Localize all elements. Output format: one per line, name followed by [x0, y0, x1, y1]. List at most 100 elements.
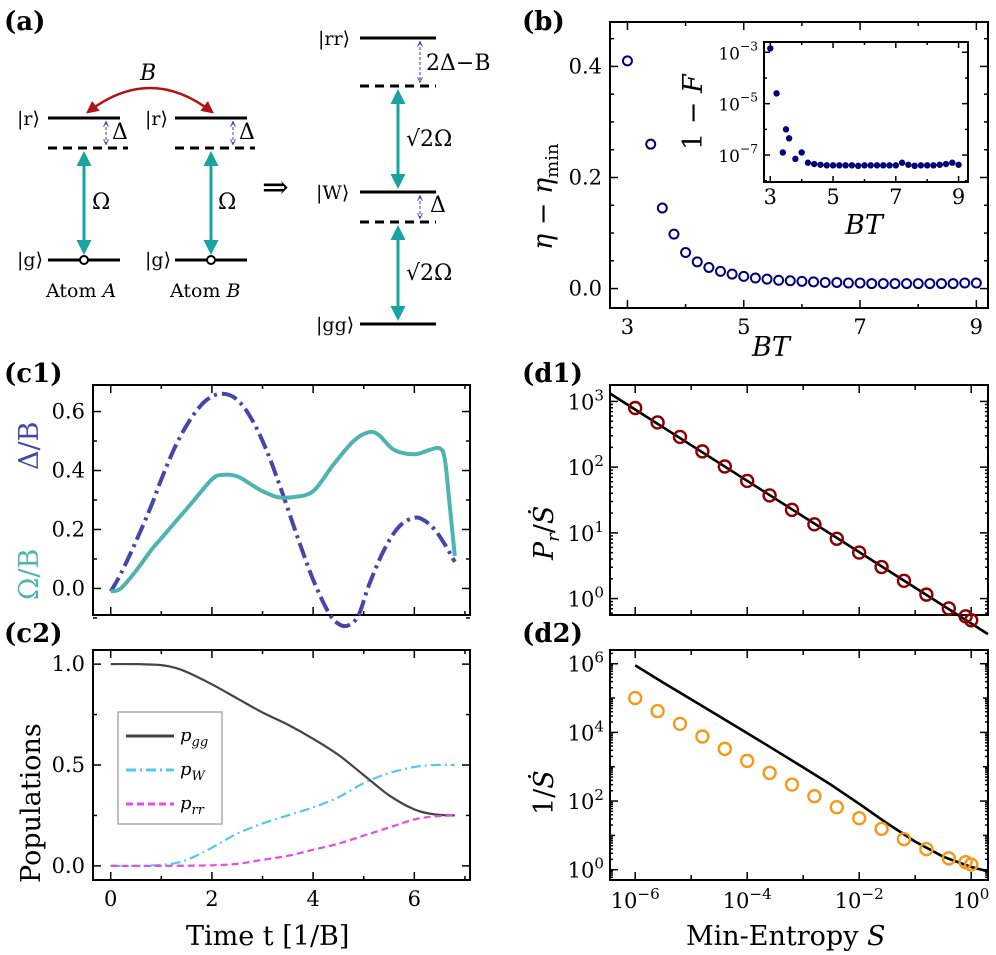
atom-a-ground-label: |g⟩ — [17, 249, 43, 271]
d1-data-point — [874, 559, 889, 575]
b-data-point — [726, 268, 738, 280]
d2-data-point — [941, 851, 956, 866]
d2-data-point — [896, 831, 912, 847]
d2-ytick-label: 100 — [568, 855, 604, 883]
panel-d2-frame — [609, 649, 989, 881]
d1-data-point — [740, 473, 755, 489]
w-state-label: |W⟩ — [316, 182, 349, 204]
b-data-point — [749, 272, 761, 284]
panel-label-d2: (d2) — [522, 619, 583, 649]
bi-data-point — [817, 161, 824, 168]
atom-b-detuning-label: Δ — [239, 120, 255, 145]
d2-xtick-label: 100 — [953, 885, 989, 913]
panel-b-inset-ticks: 3 5 7 9 10−7 10−5 10−3 — [718, 39, 968, 209]
legend-label-prr: prr — [180, 793, 205, 818]
bi-data-point — [829, 162, 837, 169]
panel-c1-frame — [92, 384, 471, 616]
d2-xtick-label: 10−4 — [723, 885, 772, 913]
panel-label-c1: (c1) — [4, 359, 63, 389]
d1-ytick-label: 102 — [568, 452, 604, 480]
d2-data-point — [672, 716, 688, 732]
b-data-point — [668, 228, 680, 240]
bi-data-point — [779, 149, 787, 156]
panel-label-b: (b) — [522, 7, 565, 37]
bi-data-point — [949, 159, 956, 166]
bi-xtick-label: 9 — [952, 185, 965, 209]
b-data-point — [947, 278, 959, 290]
panel-b-inset-marks — [767, 45, 962, 170]
b-data-point — [959, 277, 971, 289]
panel-d1-ticks: 100 101 102 103 — [568, 385, 988, 615]
panel-c1-ylabel-delta: Δ/B — [14, 422, 45, 470]
panel-d1-plot: 100 101 102 103 Pr/Ṡ — [526, 384, 989, 636]
d1-ytick-label: 100 — [568, 584, 604, 612]
bi-data-point — [924, 162, 931, 169]
bi-data-point — [905, 161, 912, 168]
bi-data-point — [955, 161, 962, 168]
panel-b-ticks: 3 5 7 9 0.0 0.2 0.4 — [569, 22, 988, 339]
bi-data-point — [880, 162, 887, 169]
d2-ytick-label: 106 — [568, 649, 604, 677]
c2-xtick-label: 4 — [306, 887, 319, 911]
bi-data-point — [867, 162, 874, 169]
sqrt2-omega-top-label: √2Ω — [406, 127, 452, 152]
d2-data-point — [762, 765, 777, 781]
rr-state-label: |rr⟩ — [318, 28, 350, 50]
implies-arrow: ⇒ — [262, 168, 289, 206]
d1-data-point — [672, 429, 688, 445]
d1-data-point — [964, 613, 979, 628]
atom-a-caption: Atom A — [45, 280, 116, 302]
d1-data-point — [650, 415, 665, 430]
bi-data-point — [886, 162, 893, 169]
b-data-point — [645, 138, 657, 150]
d1-ytick-label: 103 — [568, 386, 604, 414]
d2-data-point — [784, 777, 800, 792]
atom-b-rydberg-label: |r⟩ — [145, 108, 168, 130]
b-data-point — [703, 261, 715, 273]
b-data-point — [866, 278, 878, 290]
panel-d1-marks — [609, 392, 989, 636]
bi-data-point — [930, 162, 937, 169]
b-data-point — [808, 276, 820, 288]
c1-omega-curve — [110, 429, 457, 594]
bi-ytick-label: 10−5 — [718, 91, 758, 116]
panel-label-c2: (c2) — [4, 619, 63, 649]
bi-data-point — [873, 162, 881, 169]
d2-ytick-label: 102 — [568, 786, 604, 814]
b-data-point — [738, 270, 750, 282]
atom-b-ground-dot — [206, 255, 216, 265]
b-xtick-label: 9 — [970, 315, 983, 339]
panel-b-inset-ylabel: 1 − F — [678, 73, 709, 150]
bi-xtick-label: 7 — [889, 185, 902, 209]
d1-data-point — [628, 400, 643, 416]
b-data-point — [970, 277, 982, 289]
d2-data-point — [628, 690, 643, 706]
b-data-point — [924, 278, 936, 290]
bi-data-point — [792, 155, 799, 163]
b-data-point — [714, 265, 726, 277]
bi-data-point — [823, 162, 830, 169]
d2-data-point — [740, 753, 755, 769]
b-data-point — [691, 256, 703, 268]
panel-c2-legend: pgg pW prr — [117, 711, 223, 825]
d2-data-point — [919, 841, 934, 857]
b-xtick-label: 3 — [621, 315, 634, 339]
panel-c2-marks — [110, 662, 455, 868]
d1-data-point — [762, 488, 777, 503]
b-data-point — [773, 274, 785, 286]
bi-data-point — [811, 160, 818, 168]
w-shift-label: Δ — [430, 193, 446, 218]
d2-data-point — [964, 857, 979, 872]
bi-data-point — [842, 162, 849, 169]
bi-data-point — [782, 126, 790, 133]
b-ytick-label: 0.4 — [569, 54, 602, 78]
c2-xtick-label: 0 — [104, 887, 117, 911]
d2-data-point — [829, 800, 844, 815]
b-xtick-label: 7 — [853, 315, 866, 339]
bi-xtick-label: 5 — [826, 185, 839, 209]
b-data-point — [912, 278, 924, 290]
legend-box — [117, 711, 223, 825]
bi-data-point — [861, 162, 868, 169]
bi-data-point — [854, 162, 862, 170]
b-data-point — [819, 276, 831, 288]
